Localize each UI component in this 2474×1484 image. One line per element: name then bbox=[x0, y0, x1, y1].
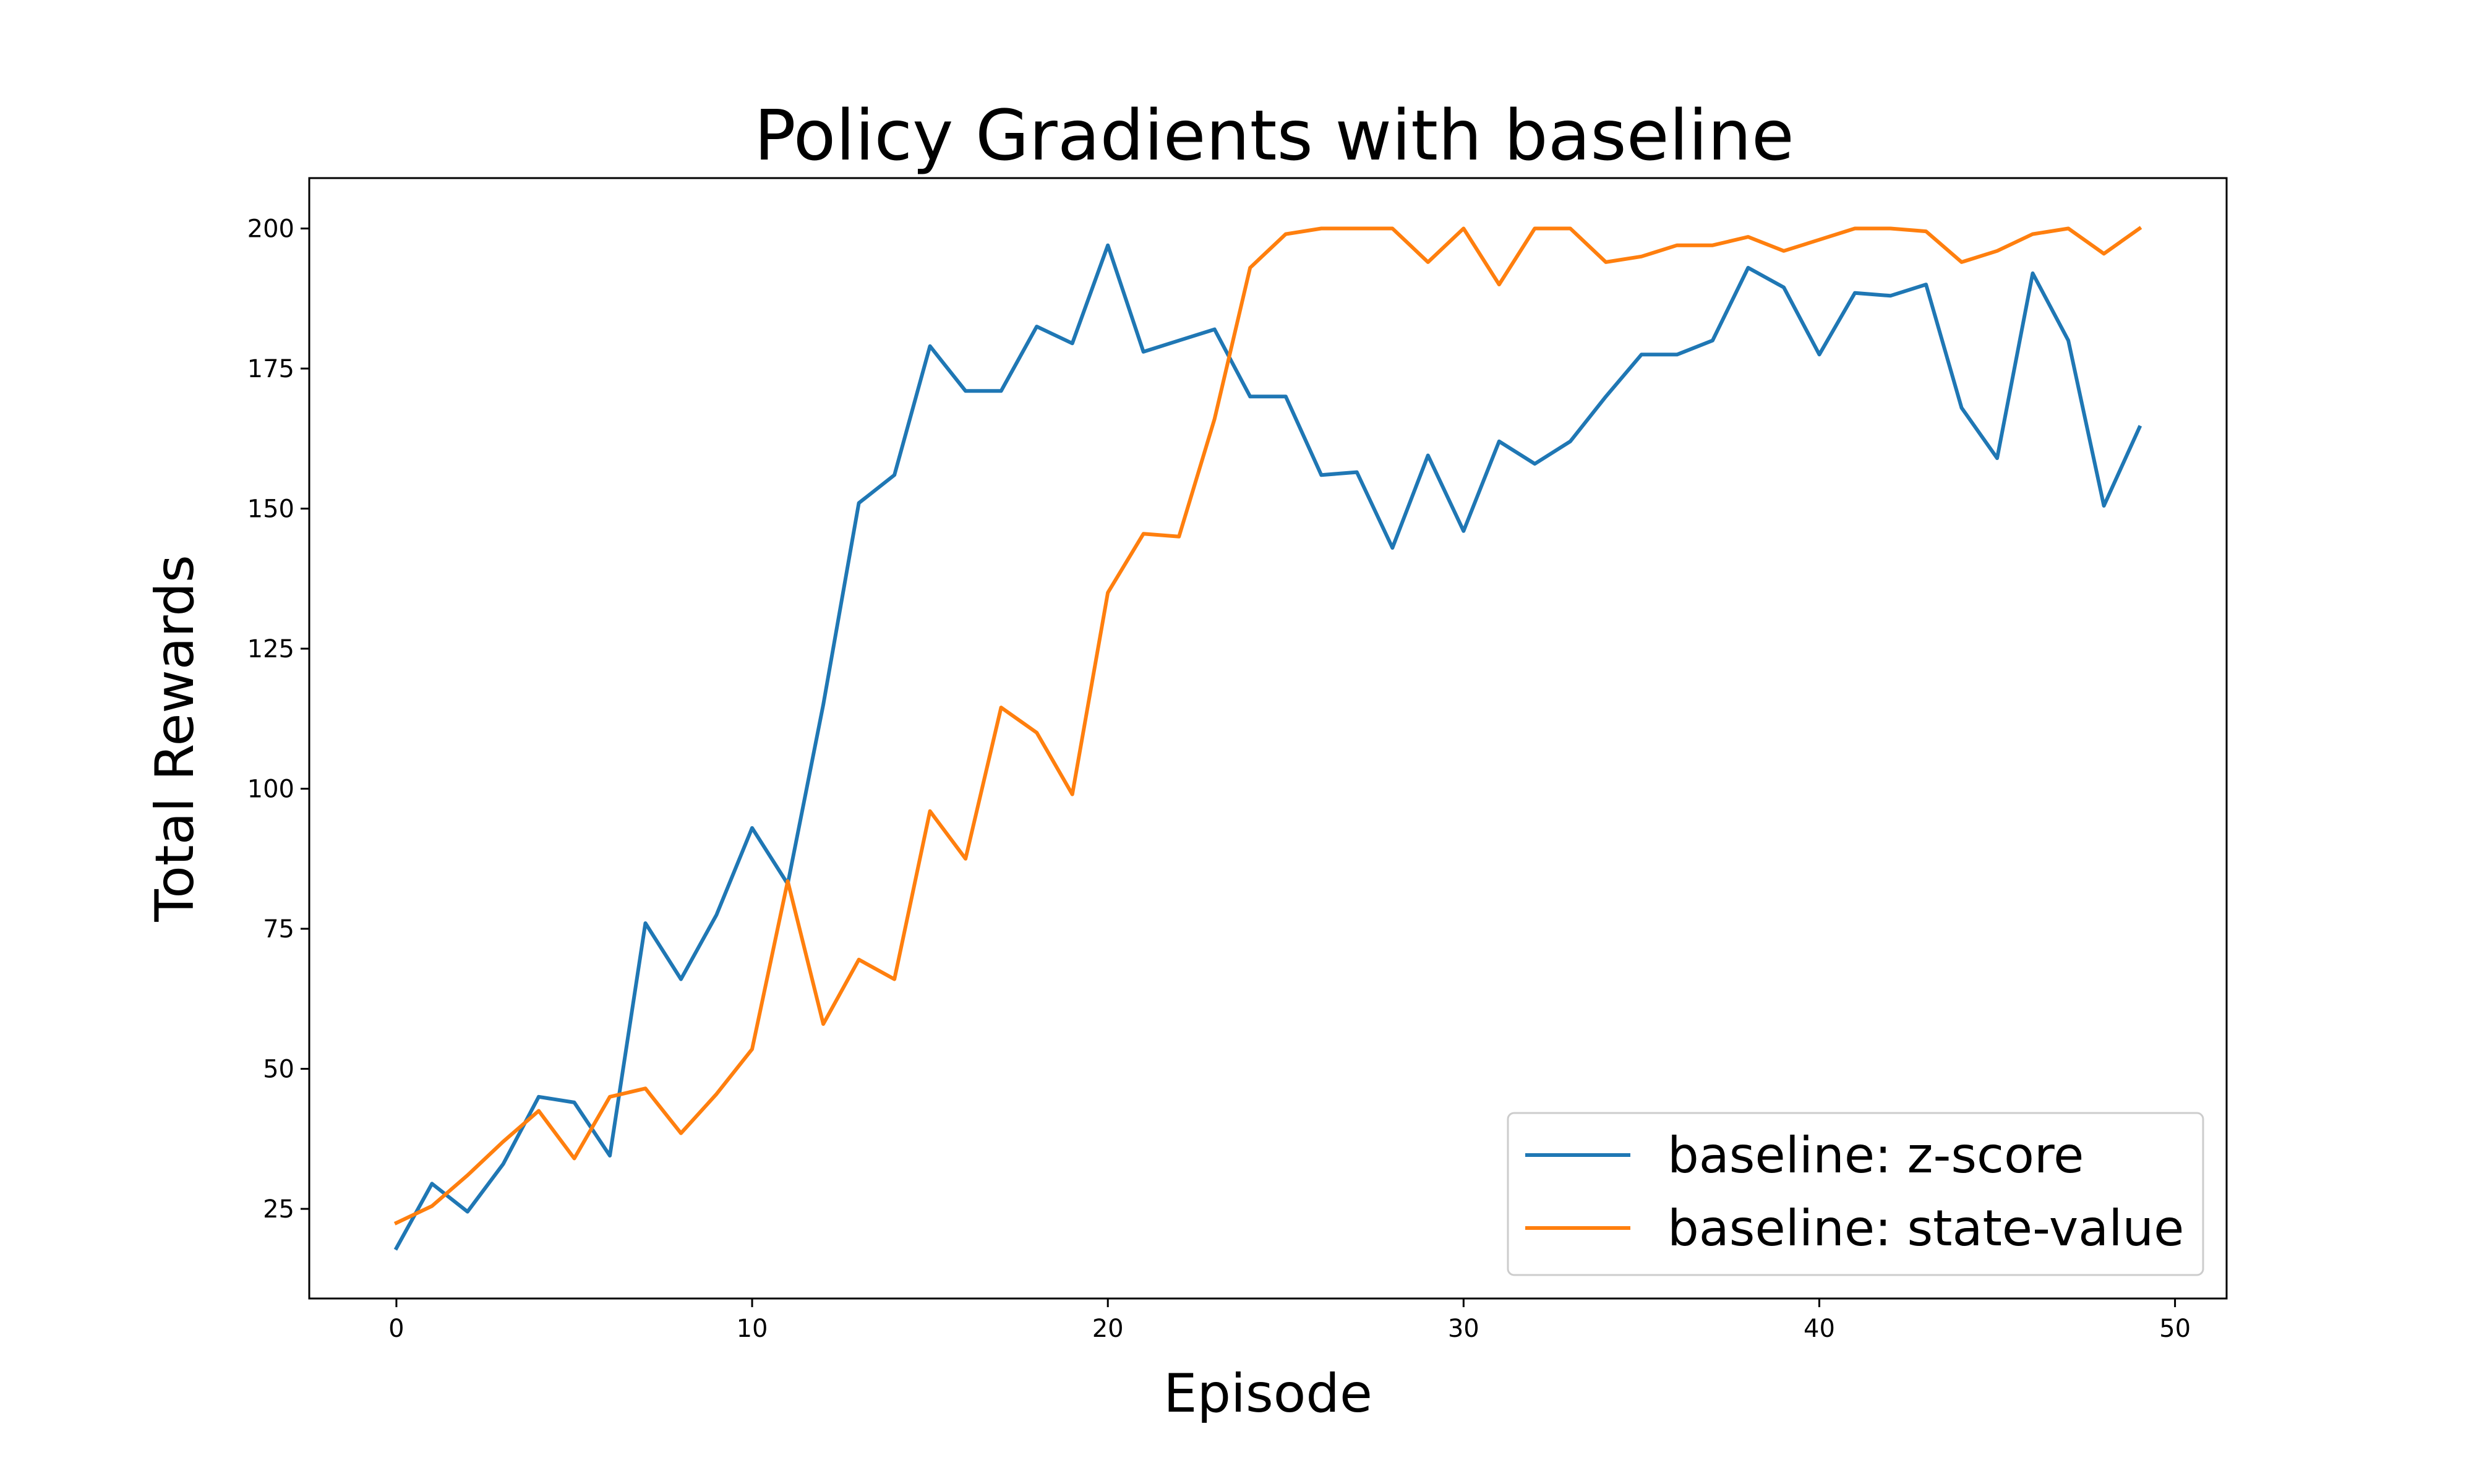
series-lines bbox=[393, 226, 2142, 1251]
series-line-state-value bbox=[393, 226, 2142, 1226]
y-tick-label: 25 bbox=[263, 1195, 294, 1224]
y-tick-label: 50 bbox=[263, 1055, 294, 1084]
legend-label-state-value: baseline: state-value bbox=[1667, 1200, 2184, 1257]
y-tick-label: 175 bbox=[247, 355, 294, 383]
y-tick-label: 125 bbox=[247, 635, 294, 663]
x-tick-label: 0 bbox=[388, 1315, 404, 1343]
y-tick-label: 150 bbox=[247, 495, 294, 524]
x-tick-label: 50 bbox=[2159, 1315, 2191, 1343]
legend-label-z-score: baseline: z-score bbox=[1667, 1127, 2084, 1184]
y-tick-label: 200 bbox=[247, 215, 294, 244]
x-tick-label: 40 bbox=[1804, 1315, 1835, 1343]
y-tick-label: 100 bbox=[247, 775, 294, 804]
x-axis: 0 10 20 30 40 50 bbox=[388, 1298, 2191, 1343]
y-tick-label: 75 bbox=[263, 915, 294, 944]
plot-area: 0 10 20 30 40 50 25 50 75 100 125 150 175 200 bbox=[247, 177, 2228, 1343]
legend-frame bbox=[1507, 1112, 2204, 1276]
chart-title: Policy Gradients with baseline bbox=[754, 96, 1794, 176]
plot-frame bbox=[308, 177, 2228, 1300]
x-tick-label: 10 bbox=[737, 1315, 768, 1343]
y-axis: 25 50 75 100 125 150 175 200 bbox=[247, 215, 309, 1224]
series-line-z-score bbox=[393, 243, 2142, 1251]
x-axis-title: Episode bbox=[1163, 1363, 1372, 1425]
legend: baseline: z-score baseline: state-value bbox=[1507, 1112, 2204, 1276]
y-axis-title: Total Rewards bbox=[144, 555, 206, 922]
x-tick-label: 20 bbox=[1092, 1315, 1124, 1343]
x-tick-label: 30 bbox=[1448, 1315, 1479, 1343]
